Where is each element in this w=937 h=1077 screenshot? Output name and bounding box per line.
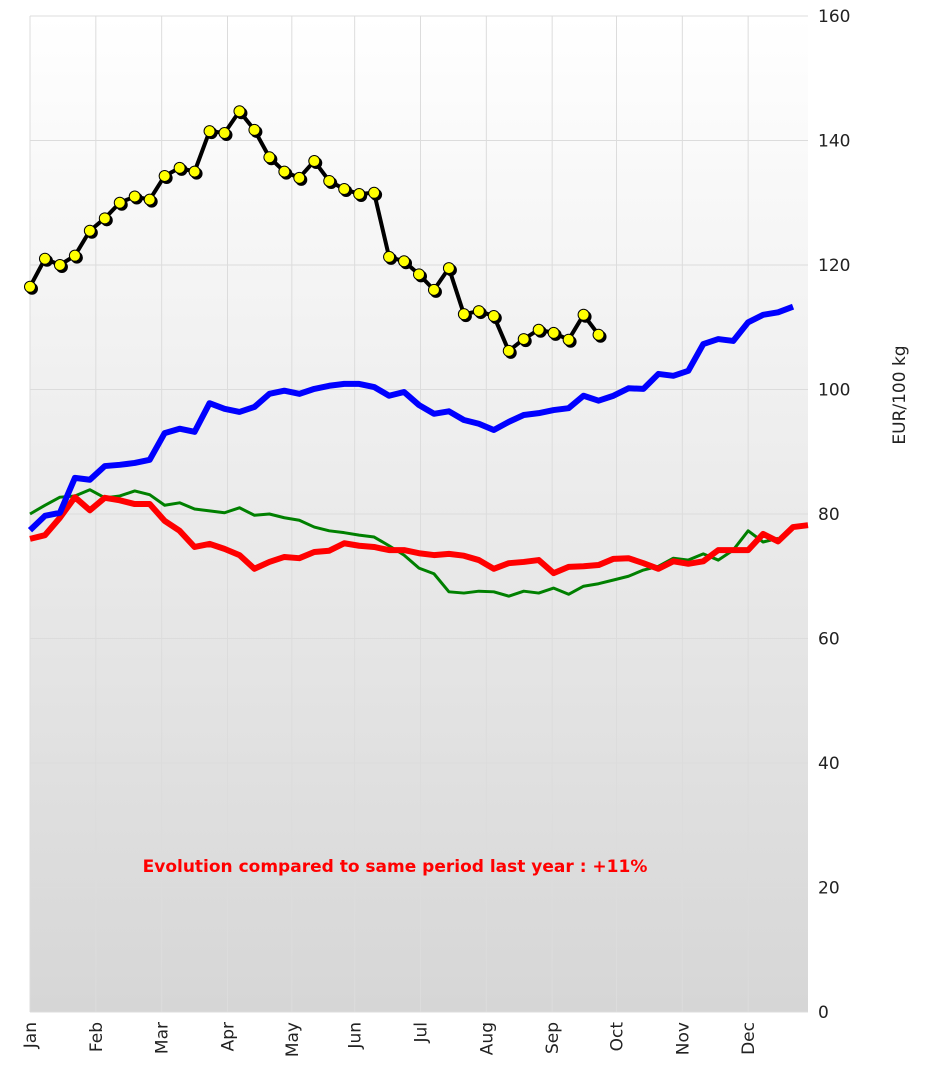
- marker: [53, 259, 66, 271]
- marker: [547, 326, 560, 339]
- marker: [188, 165, 201, 178]
- marker: [218, 127, 231, 140]
- marker: [457, 308, 470, 321]
- marker: [338, 183, 351, 196]
- y-axis-label: EUR/100 kg: [890, 345, 910, 444]
- marker: [398, 255, 411, 268]
- marker: [233, 105, 246, 118]
- marker: [128, 190, 141, 203]
- marker: [353, 188, 366, 201]
- marker: [308, 155, 321, 168]
- x-tick-label: Aug: [477, 1022, 497, 1055]
- marker: [532, 323, 545, 336]
- marker: [248, 123, 261, 136]
- x-tick-label: May: [283, 1022, 303, 1057]
- x-tick-label: Feb: [87, 1022, 107, 1052]
- marker: [143, 193, 156, 206]
- marker: [278, 165, 291, 178]
- marker: [203, 125, 216, 138]
- marker: [442, 262, 455, 275]
- marker: [592, 328, 605, 341]
- marker: [383, 250, 396, 263]
- y-tick-label: 100: [818, 381, 850, 401]
- marker: [517, 333, 530, 346]
- marker: [173, 161, 186, 174]
- x-tick-label: Apr: [218, 1022, 238, 1051]
- marker: [158, 169, 171, 182]
- marker: [502, 344, 515, 357]
- x-tick-label: Jun: [346, 1022, 366, 1050]
- y-tick-label: 160: [818, 7, 850, 27]
- marker: [472, 305, 485, 318]
- x-tick-label: Jan: [21, 1022, 41, 1049]
- x-tick-label: Sep: [543, 1022, 563, 1054]
- marker: [562, 333, 575, 346]
- marker: [323, 174, 336, 187]
- x-tick-label: Mar: [153, 1022, 173, 1054]
- marker: [577, 308, 590, 321]
- marker: [83, 224, 96, 237]
- marker: [263, 151, 276, 164]
- y-tick-label: 140: [818, 132, 850, 152]
- y-tick-label: 120: [818, 256, 850, 276]
- x-tick-label: Dec: [739, 1022, 759, 1055]
- y-tick-label: 80: [818, 505, 840, 525]
- series-line: [27, 303, 795, 533]
- marker: [293, 171, 306, 184]
- annotation: Evolution compared to same period last y…: [143, 857, 648, 877]
- x-tick-label: Oct: [607, 1022, 627, 1052]
- marker: [24, 280, 36, 293]
- y-tick-label: 0: [818, 1003, 829, 1023]
- y-tick-label: 40: [818, 754, 840, 774]
- x-tick-label: Nov: [673, 1022, 693, 1055]
- marker: [113, 196, 126, 209]
- marker: [427, 283, 440, 296]
- x-tick-label: Jul: [411, 1022, 431, 1044]
- marker: [68, 249, 81, 262]
- series-line: [29, 494, 809, 577]
- marker: [368, 186, 381, 199]
- y-tick-label: 60: [818, 630, 840, 650]
- y-tick-label: 20: [818, 879, 840, 899]
- marker: [487, 310, 500, 323]
- marker: [38, 252, 51, 265]
- marker: [413, 268, 425, 281]
- marker: [98, 212, 111, 225]
